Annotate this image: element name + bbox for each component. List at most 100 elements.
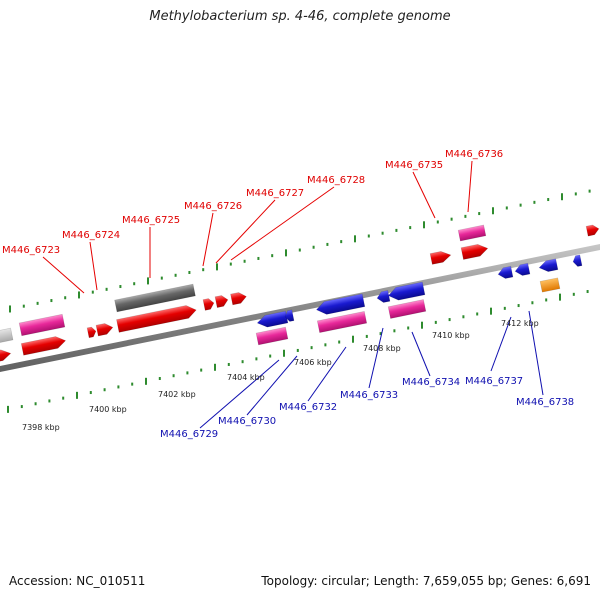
forward-gene-arrow [585, 224, 600, 237]
tick-mark [312, 245, 315, 249]
page-title: Methylobacterium sp. 4-46, complete geno… [149, 9, 451, 24]
label-leader-lines [42, 160, 544, 429]
tick-mark [172, 374, 175, 378]
tick-mark [158, 377, 161, 381]
tick-mark [561, 193, 563, 201]
tick-mark [214, 363, 216, 371]
tick-mark [133, 282, 136, 286]
reverse-gene-arrow [284, 309, 295, 322]
tick-mark [117, 385, 120, 389]
tick-mark [365, 334, 368, 338]
tick-mark [7, 405, 9, 413]
tick-mark [450, 217, 453, 221]
tick-mark [22, 304, 25, 308]
gene-label: M446_6729 [160, 429, 218, 440]
tick-mark [216, 263, 218, 271]
tick-mark [379, 332, 382, 336]
leader-line [199, 359, 280, 429]
tick-mark [229, 262, 232, 266]
tick-mark [227, 362, 230, 366]
forward-gene-arrow [202, 298, 215, 311]
scale-tick-label: 7406 kbp [294, 358, 332, 367]
tick-mark [464, 214, 467, 218]
scale-tick-label: 7404 kbp [227, 373, 265, 382]
rna-feature-box [457, 224, 487, 242]
tick-mark [91, 290, 94, 294]
gene-label: M446_6735 [385, 160, 443, 171]
tick-mark [531, 301, 534, 305]
accession-text: Accession: NC_010511 [9, 574, 146, 588]
pseudogene-box [114, 283, 196, 313]
tick-mark [188, 270, 191, 274]
tick-mark [147, 277, 149, 285]
tick-mark [48, 399, 51, 403]
tick-mark [145, 377, 147, 385]
gene-label: M446_6726 [184, 201, 242, 212]
reverse-gene-arrow [572, 254, 583, 267]
reverse-gene-arrow [538, 258, 559, 272]
misc-feature-box [539, 277, 561, 293]
gene-label: M446_6738 [516, 397, 574, 408]
tick-mark [103, 388, 106, 392]
tick-mark [434, 320, 437, 324]
tick-mark [174, 273, 177, 277]
tick-mark [574, 192, 577, 196]
tick-mark [76, 391, 78, 399]
tick-mark [338, 340, 341, 344]
tick-mark [131, 382, 134, 386]
tick-mark [545, 298, 548, 302]
gene-label: M446_6733 [340, 390, 398, 401]
tick-mark [448, 318, 451, 322]
forward-gene-arrow [95, 323, 114, 337]
tick-mark [283, 349, 285, 357]
tick-mark [462, 315, 465, 319]
tick-mark [559, 293, 561, 301]
forward-gene-arrow [230, 292, 247, 306]
tick-mark [20, 405, 23, 409]
tick-mark [202, 268, 205, 272]
tick-mark [492, 207, 494, 215]
gene-label: M446_6728 [307, 175, 365, 186]
tick-mark [243, 259, 246, 263]
leader-line [307, 346, 347, 402]
tick-mark [354, 235, 356, 243]
reverse-gene-arrow [387, 281, 426, 301]
reverse-gene-arrow [256, 310, 289, 328]
upper-tick-row [9, 189, 591, 313]
tick-mark [105, 287, 108, 291]
tick-mark [326, 242, 329, 246]
leader-line [42, 256, 85, 294]
reverse-gene-arrow [376, 290, 391, 303]
leader-line [368, 327, 384, 389]
tick-mark [62, 396, 65, 400]
tick-mark [271, 254, 274, 258]
gene-label: M446_6734 [402, 377, 460, 388]
tick-mark [352, 335, 354, 343]
rna-feature-box [316, 310, 368, 334]
leader-line [467, 160, 473, 213]
tick-mark [310, 346, 313, 350]
tick-mark [533, 200, 536, 204]
top-gene-labels: M446_6723 M446_6724 M446_6725 M446_6726 … [2, 149, 503, 256]
forward-gene-arrow [116, 305, 197, 333]
tick-mark [255, 357, 258, 361]
gene-label: M446_6724 [62, 230, 120, 241]
scale-tick-label: 7410 kbp [432, 331, 470, 340]
gene-label: M446_6723 [2, 245, 60, 256]
tick-mark [64, 296, 67, 300]
tick-mark [367, 234, 370, 238]
tick-mark [298, 248, 301, 252]
tick-mark [586, 290, 589, 294]
tick-mark [34, 402, 37, 406]
tick-mark [436, 220, 439, 224]
tick-mark [409, 226, 412, 230]
tick-mark [257, 256, 260, 260]
leader-line [89, 241, 98, 291]
forward-gene-arrow [429, 251, 452, 265]
tick-mark [340, 240, 343, 244]
rna-feature-box [255, 326, 289, 346]
rna-feature-box [387, 299, 427, 319]
tick-mark [9, 305, 11, 313]
bottom-gene-labels: M446_6729 M446_6730 M446_6732 M446_6733 … [160, 376, 574, 440]
